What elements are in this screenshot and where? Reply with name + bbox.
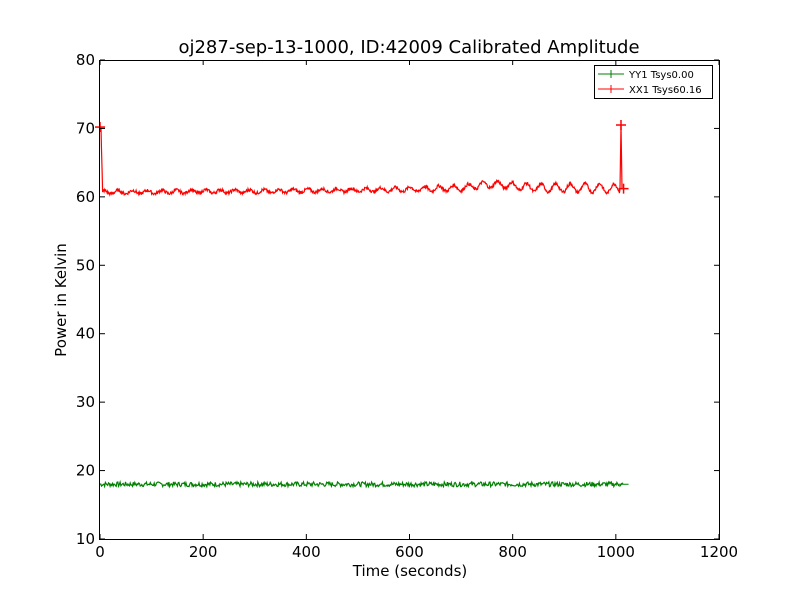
y-tick-label: 10 bbox=[76, 530, 95, 548]
y-tick-label: 20 bbox=[76, 462, 95, 480]
chart-title: oj287-sep-13-1000, ID:42009 Calibrated A… bbox=[178, 37, 639, 58]
legend-label: XX1 Tsys60.16 bbox=[629, 85, 702, 96]
x-tick-label: 600 bbox=[395, 543, 424, 561]
legend-label: YY1 Tsys0.00 bbox=[628, 70, 694, 81]
y-tick-label: 40 bbox=[76, 325, 95, 343]
x-axis-label: Time (seconds) bbox=[352, 562, 468, 580]
x-tick-label: 200 bbox=[189, 543, 218, 561]
series-line-xx1 bbox=[99, 124, 624, 197]
legend: YY1 Tsys0.00 XX1 Tsys60.16 bbox=[594, 65, 713, 99]
x-axis: 0 200 400 600 800 1000 1200 bbox=[95, 60, 738, 561]
plot-area bbox=[95, 120, 629, 489]
y-axis-label: Power in Kelvin bbox=[52, 243, 70, 357]
x-tick-label: 1000 bbox=[597, 543, 635, 561]
legend-box bbox=[594, 65, 713, 99]
x-tick-label: 1200 bbox=[700, 543, 738, 561]
y-tick-label: 50 bbox=[76, 256, 95, 274]
y-tick-label: 70 bbox=[76, 119, 95, 137]
y-tick-label: 80 bbox=[76, 51, 95, 69]
y-tick-label: 30 bbox=[76, 393, 95, 411]
series-line-yy1 bbox=[99, 479, 624, 489]
x-tick-label: 0 bbox=[95, 543, 105, 561]
y-axis: 10 20 30 40 50 60 70 80 bbox=[76, 51, 719, 548]
y-tick-label: 60 bbox=[76, 188, 95, 206]
x-tick-label: 400 bbox=[292, 543, 321, 561]
x-tick-label: 800 bbox=[498, 543, 527, 561]
